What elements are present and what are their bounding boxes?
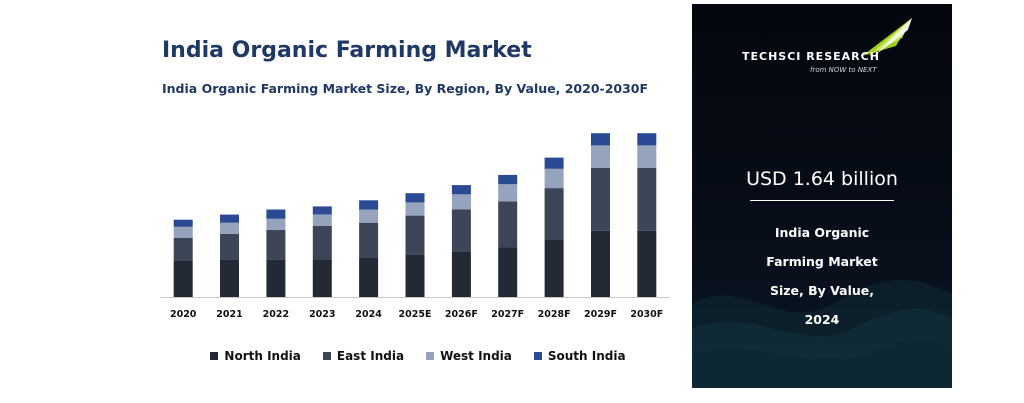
bar-segment-north-india: [359, 257, 379, 297]
legend-label: North India: [224, 349, 301, 363]
brand-tagline: from NOW to NEXT: [810, 66, 877, 74]
bar-segment-west-india: [173, 226, 193, 238]
x-tick-label: 2029F: [584, 309, 617, 320]
bar-segment-east-india: [405, 215, 425, 255]
bar-chart: 2020 2021 2022 2023 2024 2025E 2026F 2027F 2028F…: [160, 133, 670, 320]
bar-segment-south-india: [173, 219, 193, 227]
bar-segment-east-india: [498, 201, 518, 248]
bar-segment-north-india: [173, 260, 193, 297]
bar-segment-north-india: [451, 251, 471, 297]
legend-label: South India: [547, 349, 626, 363]
bar-segment-west-india: [266, 218, 286, 230]
bar-segment-west-india: [591, 145, 610, 168]
bar-segment-east-india: [359, 222, 379, 258]
x-tick-label: 2030F: [630, 309, 663, 320]
bar-segment-west-india: [359, 209, 379, 223]
bar-segment-north-india: [637, 230, 657, 297]
x-tick-label: 2024: [355, 309, 382, 320]
bar-segment-west-india: [498, 184, 518, 202]
techsci-logo: TECHSCI RESEARCH from NOW to NEXT: [742, 16, 922, 76]
bar-segment-south-india: [544, 157, 564, 169]
wave-decoration: [692, 280, 952, 388]
bar-segment-south-india: [405, 193, 425, 203]
bar-segment-north-india: [498, 247, 518, 297]
bar-segment-east-india: [591, 167, 610, 231]
bar-segment-east-india: [312, 225, 332, 260]
chart-subtitle: India Organic Farming Market Size, By Re…: [162, 81, 649, 96]
bar-segment-south-india: [498, 174, 518, 185]
x-tick-label: 2023: [309, 309, 335, 320]
x-tick-label: 2028F: [538, 309, 571, 320]
bar-segment-south-india: [637, 133, 657, 146]
bar-segment-north-india: [312, 259, 332, 297]
bar-segment-west-india: [220, 222, 239, 234]
bar-segment-north-india: [220, 259, 239, 297]
bar-segment-west-india: [312, 214, 332, 226]
legend-swatch: [322, 352, 331, 360]
chart-panel: 2020 2021 2022 2023 2024 2025E 2026F 2027F 2028F…: [150, 4, 686, 388]
bar-segment-east-india: [173, 238, 193, 261]
bar-segment-north-india: [544, 240, 564, 297]
legend-item-west-india: West India: [426, 349, 512, 363]
legend-swatch: [210, 352, 219, 360]
bar-segment-east-india: [637, 167, 657, 231]
x-tick-label: 2026F: [445, 309, 478, 320]
description-line: Size, By Value,: [769, 283, 874, 298]
market-description: India Organic Farming Market Size, By Va…: [732, 218, 912, 334]
bar-segment-south-india: [220, 214, 239, 223]
bar-segment-east-india: [220, 233, 239, 260]
bar-segment-east-india: [544, 188, 564, 240]
description-line: Farming Market: [766, 254, 878, 269]
chart-title: India Organic Farming Market: [162, 38, 532, 63]
description-line: 2024: [804, 312, 840, 327]
bar-segment-east-india: [451, 209, 471, 252]
description-line: India Organic: [774, 225, 870, 240]
divider: [750, 200, 894, 201]
x-tick-label: 2020: [170, 309, 197, 320]
bar-segment-south-india: [266, 209, 286, 219]
legend-label: West India: [440, 349, 512, 363]
legend-swatch: [533, 352, 542, 360]
bar-segment-south-india: [591, 133, 610, 146]
bar-segment-south-india: [451, 185, 471, 195]
legend-item-east-india: East India: [322, 349, 405, 363]
market-value: USD 1.64 billion: [746, 168, 898, 190]
bar-segment-west-india: [451, 194, 471, 210]
bar-segment-west-india: [637, 145, 657, 168]
bar-segment-north-india: [405, 254, 425, 297]
x-tick-label: 2022: [263, 309, 289, 320]
info-panel: TECHSCI RESEARCH from NOW to NEXT USD 1.…: [692, 4, 952, 388]
legend-swatch: [426, 352, 435, 360]
legend-item-north-india: North India: [210, 349, 301, 363]
bar-segment-west-india: [544, 168, 564, 189]
bar-segment-east-india: [266, 229, 286, 260]
bar-segment-north-india: [266, 259, 286, 297]
bar-segment-south-india: [312, 206, 332, 215]
legend-item-south-india: South India: [533, 349, 626, 363]
legend-label: East India: [336, 349, 405, 363]
x-tick-label: 2027F: [491, 309, 524, 320]
bar-segment-south-india: [359, 200, 379, 210]
x-tick-label: 2025E: [399, 309, 432, 320]
x-tick-label: 2021: [216, 309, 242, 320]
bar-segment-north-india: [591, 230, 610, 297]
logo-arrow-icon: [862, 18, 912, 56]
bar-segment-west-india: [405, 202, 425, 216]
chart-legend: North India East India West India South …: [150, 349, 686, 363]
brand-name: TECHSCI RESEARCH: [742, 50, 880, 63]
